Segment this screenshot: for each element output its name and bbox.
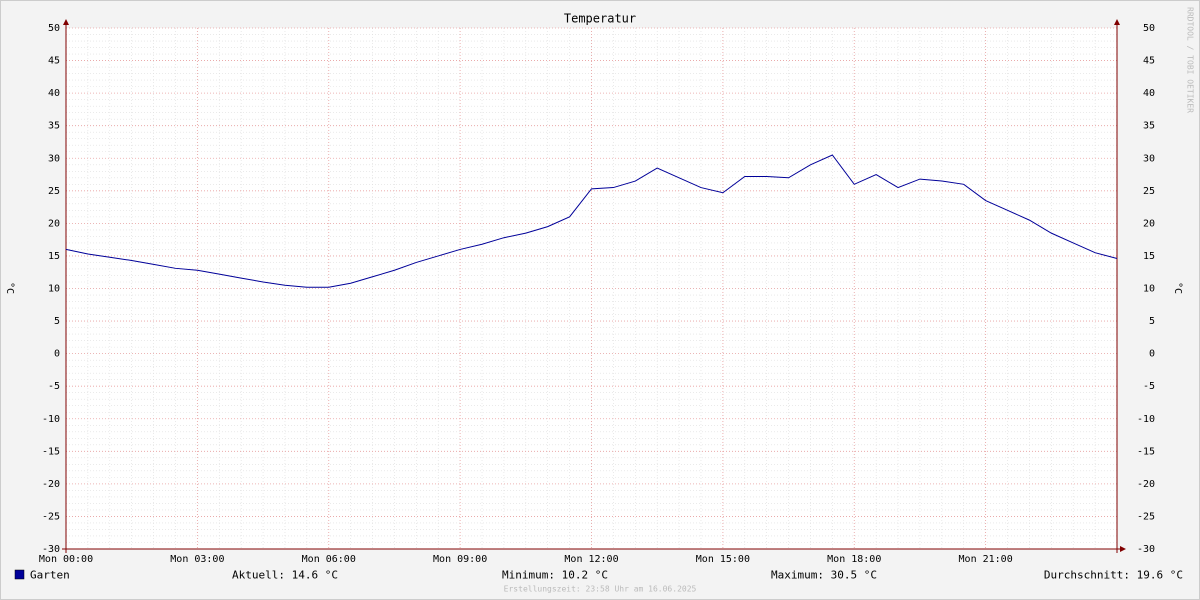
- y2-tick-label: 0: [1149, 349, 1155, 360]
- x-tick-label: Mon 21:00: [959, 554, 1013, 565]
- watermark: RRDTOOL / TOBI OETIKER: [1186, 7, 1195, 113]
- y2-tick-label: 20: [1143, 218, 1155, 229]
- y-tick-label: -25: [42, 511, 60, 522]
- y-tick-label: 50: [48, 23, 60, 34]
- stat: Durchschnitt: 19.6 °C: [1044, 569, 1183, 582]
- y2-tick-label: -5: [1143, 381, 1155, 392]
- axis-arrow: [63, 19, 69, 25]
- stat: Minimum: 10.2 °C: [502, 569, 608, 582]
- y-tick-label: -20: [42, 479, 60, 490]
- y-tick-label: -5: [48, 381, 60, 392]
- x-tick-label: Mon 18:00: [827, 554, 881, 565]
- y2-tick-label: -20: [1137, 479, 1155, 490]
- y-tick-label: 45: [48, 56, 60, 67]
- axis-arrow: [1120, 546, 1126, 552]
- y-tick-label: 0: [54, 349, 60, 360]
- y2-tick-label: 45: [1143, 56, 1155, 67]
- y2-tick-label: -25: [1137, 511, 1155, 522]
- y2-tick-label: 40: [1143, 88, 1155, 99]
- y-tick-label: 5: [54, 316, 60, 327]
- y-tick-label: 30: [48, 153, 60, 164]
- x-tick-label: Mon 12:00: [564, 554, 618, 565]
- y-tick-label: 15: [48, 251, 60, 262]
- y2-tick-label: 25: [1143, 186, 1155, 197]
- axis-arrow: [1114, 19, 1120, 25]
- y-tick-label: 40: [48, 88, 60, 99]
- y2-tick-label: 30: [1143, 153, 1155, 164]
- y-tick-label: -15: [42, 446, 60, 457]
- y2-tick-label: -15: [1137, 446, 1155, 457]
- chart-title: Temperatur: [564, 12, 636, 26]
- y-tick-label: 35: [48, 121, 60, 132]
- legend-label: Garten: [30, 569, 70, 582]
- y-tick-label: -30: [42, 544, 60, 555]
- y2-tick-label: 10: [1143, 284, 1155, 295]
- y2-axis-label: °C: [1172, 282, 1183, 294]
- x-tick-label: Mon 00:00: [39, 554, 93, 565]
- x-tick-label: Mon 06:00: [302, 554, 356, 565]
- legend-swatch: [14, 569, 25, 580]
- stat: Aktuell: 14.6 °C: [232, 569, 338, 582]
- y2-tick-label: 50: [1143, 23, 1155, 34]
- series-line: [65, 154, 1118, 288]
- y2-tick-label: 35: [1143, 121, 1155, 132]
- y2-tick-label: 15: [1143, 251, 1155, 262]
- x-tick-label: Mon 15:00: [696, 554, 750, 565]
- footer: Erstellungszeit: 23:58 Uhr am 16.06.2025: [504, 585, 697, 594]
- y-tick-label: 10: [48, 284, 60, 295]
- y-tick-label: -10: [42, 414, 60, 425]
- y-tick-label: 25: [48, 186, 60, 197]
- y2-tick-label: 5: [1149, 316, 1155, 327]
- x-tick-label: Mon 09:00: [433, 554, 487, 565]
- y-axis-label: °C: [4, 282, 15, 294]
- x-tick-label: Mon 03:00: [170, 554, 224, 565]
- y2-tick-label: -30: [1137, 544, 1155, 555]
- y2-tick-label: -10: [1137, 414, 1155, 425]
- y-tick-label: 20: [48, 218, 60, 229]
- stat: Maximum: 30.5 °C: [771, 569, 877, 582]
